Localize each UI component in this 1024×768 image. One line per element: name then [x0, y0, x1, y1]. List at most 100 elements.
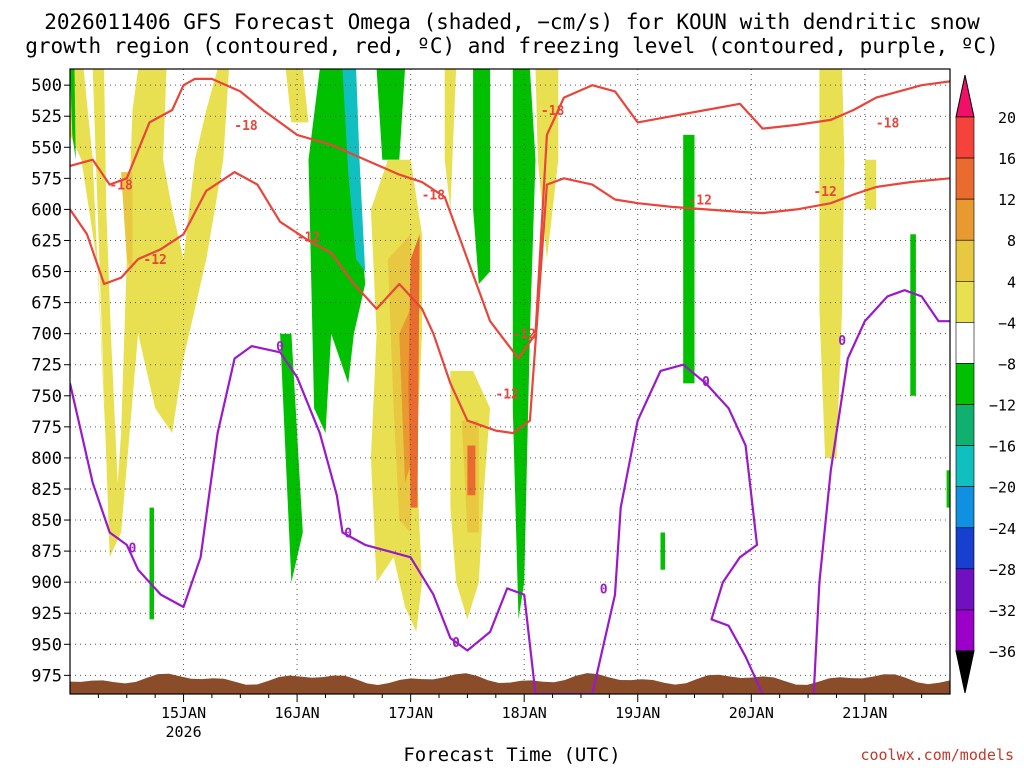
colorbar-bin-9	[955, 486, 975, 529]
omega-region-26	[946, 470, 950, 508]
colorbar-bin-12	[955, 609, 975, 652]
plot-area: -18 -18 -18 -18 -18 -12 -12 -12 -12 -12 -12 0 0 0 0 0 0 0	[70, 69, 950, 694]
omega-region-22	[660, 532, 665, 570]
y-tick-label-4: 600	[31, 200, 62, 220]
contour-label-6: -12	[297, 231, 320, 246]
omega-region-5	[285, 69, 309, 123]
y-tick-label-9: 725	[31, 356, 62, 376]
contour-label-8: -12	[495, 387, 518, 402]
colorbar-label-3: 8	[1007, 232, 1016, 250]
y-tick-label-17: 925	[31, 604, 62, 624]
colorbar-label-11: −28	[989, 561, 1016, 579]
omega-region-8	[342, 69, 366, 272]
y-tick-label-2: 550	[31, 138, 62, 158]
contour-label-1: -18	[234, 119, 258, 134]
x-tick-label-1: 16JAN	[275, 704, 320, 722]
colorbar-bottom-arrow	[955, 650, 975, 694]
x-tick-label-2: 17JAN	[388, 704, 433, 722]
contour-label-3: -18	[541, 104, 565, 119]
contour-line-dgz-0	[70, 77, 950, 360]
contour-label-5: -12	[143, 253, 166, 268]
y-tick-label-19: 975	[31, 666, 62, 686]
omega-region-3	[70, 69, 76, 160]
colorbar-bin-1	[955, 157, 975, 200]
omega-region-2	[121, 172, 133, 272]
colorbar-bin-3	[955, 239, 975, 282]
colorbar-bin-4	[955, 281, 975, 323]
omega-region-17	[467, 445, 476, 496]
y-tick-label-5: 625	[31, 231, 62, 251]
terrain-band	[70, 673, 950, 694]
contour-label-9: -12	[688, 193, 711, 208]
omega-region-18	[473, 69, 491, 284]
y-tick-label-18: 950	[31, 635, 62, 655]
colorbar-bin-5	[955, 322, 975, 364]
colorbar-label-13: −36	[989, 643, 1016, 661]
contour-label-16: 0	[702, 375, 710, 390]
omega-region-4	[149, 507, 154, 620]
y-tick-label-11: 775	[31, 418, 62, 438]
omega-region-6	[280, 333, 303, 583]
contour-label-14: 0	[452, 636, 460, 651]
contour-label-2: -18	[422, 188, 446, 203]
colorbar-label-8: −16	[989, 438, 1016, 456]
omega-region-21	[683, 134, 695, 384]
omega-region-20	[535, 69, 559, 260]
y-tick-label-13: 825	[31, 480, 62, 500]
omega-region-14	[444, 69, 457, 210]
contour-label-10: -12	[813, 185, 836, 200]
colorbar-label-12: −32	[989, 602, 1016, 620]
y-tick-label-1: 525	[31, 107, 62, 127]
colorbar-label-6: −8	[998, 355, 1016, 373]
colorbar-bin-0	[955, 116, 975, 159]
y-tick-label-3: 575	[31, 169, 62, 189]
colorbar-label-9: −20	[989, 479, 1016, 497]
y-tick-label-0: 500	[31, 76, 62, 96]
omega-region-1	[92, 69, 229, 558]
colorbar-label-7: −12	[989, 397, 1016, 415]
contour-label-7: -12	[512, 328, 535, 343]
omega-region-25	[910, 234, 916, 396]
contour-label-15: 0	[600, 582, 608, 597]
omega-region-24	[864, 159, 877, 210]
contour-label-4: -18	[876, 116, 900, 131]
chart-title-line1: 2026011406 GFS Forecast Omega (shaded, −…	[44, 10, 980, 34]
colorbar-bin-7	[955, 404, 975, 446]
colorbar-top-arrow	[955, 74, 975, 118]
contour-label-17: 0	[838, 334, 846, 349]
y-tick-label-8: 700	[31, 325, 62, 345]
colorbar-label-1: 16	[998, 150, 1016, 168]
contour-line-freezing-2	[70, 345, 764, 694]
x-tick-label-3: 18JAN	[502, 704, 547, 722]
y-tick-label-10: 750	[31, 387, 62, 407]
y-tick-label-12: 800	[31, 449, 62, 469]
x-tick-label-0: 15JAN	[161, 704, 206, 722]
colorbar-label-0: 20	[998, 109, 1016, 127]
colorbar-label-4: 4	[1007, 273, 1016, 291]
credit-link[interactable]: coolwx.com/models	[860, 746, 1014, 764]
colorbar-bin-10	[955, 527, 975, 570]
colorbar-label-2: 12	[998, 191, 1016, 209]
colorbar-bin-6	[955, 363, 975, 405]
contour-line-dgz-1	[70, 171, 950, 435]
colorbar-bin-11	[955, 568, 975, 611]
contour-label-11: 0	[129, 541, 137, 556]
x-axis-title: Forecast Time (UTC)	[403, 744, 621, 766]
x-tick-label-5: 20JAN	[729, 704, 774, 722]
omega-region-9	[376, 69, 405, 160]
contour-label-13: 0	[344, 526, 352, 541]
y-tick-label-6: 650	[31, 263, 62, 283]
x-tick-sublabel-0: 2026	[165, 723, 201, 741]
chart-title-line2: growth region (contoured, red, ºC) and f…	[25, 34, 999, 58]
colorbar-label-5: −4	[998, 314, 1016, 332]
y-tick-label-15: 875	[31, 542, 62, 562]
contour-label-0: -18	[109, 179, 133, 194]
x-tick-label-6: 21JAN	[842, 704, 887, 722]
colorbar-label-10: −24	[989, 520, 1016, 538]
omega-region-23	[819, 69, 845, 458]
colorbar-bin-8	[955, 445, 975, 487]
colorbar-bin-2	[955, 198, 975, 241]
plot-frame	[69, 68, 951, 695]
y-tick-label-16: 900	[31, 573, 62, 593]
